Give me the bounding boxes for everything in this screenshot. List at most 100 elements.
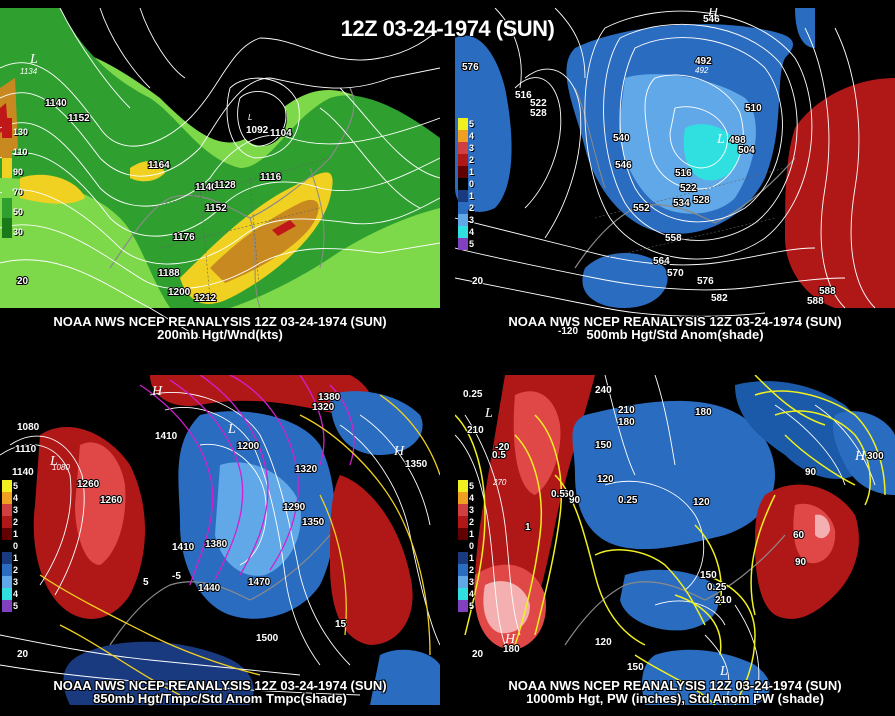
contour-label: 90 — [569, 495, 581, 506]
axis-label: 20 — [472, 649, 484, 660]
legend-label: 5 — [469, 119, 475, 129]
low-marker: L — [716, 132, 725, 147]
contour-label: 120 — [597, 474, 614, 485]
contour-label: 120 — [595, 637, 612, 648]
contour-label: -20 — [495, 442, 510, 453]
contour-label: 588 — [819, 286, 836, 297]
contour-label: 90 — [795, 557, 807, 568]
contour-label: 1092 — [246, 125, 269, 136]
panel-850mb: H 1080 1110 1140 L 1080 1260 1260 1410 1… — [0, 375, 440, 705]
contour-label: 240 — [595, 385, 612, 396]
contour-label: 1260 — [77, 479, 100, 490]
contour-label: 120 — [693, 497, 710, 508]
legend-bar-500mb — [458, 118, 468, 250]
contour-label: 0.5 — [551, 489, 565, 500]
contour-label: 1140 — [12, 467, 34, 478]
contour-label: 564 — [653, 256, 670, 267]
map-1000mb: 0.25 L 210 0.5 270 240 210 180 150 120 9… — [455, 375, 895, 705]
legend-label: 0 — [469, 541, 475, 551]
legend-label: 1 — [469, 553, 475, 563]
contour-label: 1320 — [295, 464, 318, 475]
contour-label: 528 — [693, 195, 710, 206]
contour-label: 1350 — [302, 517, 325, 528]
contour-label: 516 — [515, 90, 532, 101]
contour-label: 540 — [613, 133, 630, 144]
legend-label: 2 — [469, 517, 475, 527]
contour-label: 0.25 — [707, 582, 727, 593]
contour-label: 1 — [525, 522, 531, 533]
legend-label: 4 — [469, 589, 475, 599]
contour-label: 1380 — [205, 539, 228, 550]
axis-label: 20 — [472, 276, 484, 287]
contour-label: 1470 — [248, 577, 271, 588]
contour-label: 210 — [618, 405, 635, 416]
legend-label: 3 — [13, 577, 19, 587]
contour-label: 498 — [729, 135, 746, 146]
contour-label: 576 — [462, 62, 479, 73]
map-850mb: H 1080 1110 1140 L 1080 1260 1260 1410 1… — [0, 375, 440, 705]
contour-label: 1410 — [172, 542, 195, 553]
legend-label: 90 — [13, 167, 24, 177]
legend-label: 4 — [469, 493, 475, 503]
contour-label: 1320 — [312, 402, 335, 413]
contour-label: 528 — [530, 108, 547, 119]
contour-label: 1290 — [283, 502, 306, 513]
legend-bar-850mb — [2, 480, 12, 612]
legend-label: 70 — [13, 187, 24, 197]
legend-label: 4 — [13, 493, 19, 503]
panel-caption: NOAA NWS NCEP REANALYSIS 12Z 03-24-1974 … — [508, 314, 842, 329]
contour-label: 504 — [738, 145, 755, 156]
contour-label: 150 — [627, 662, 644, 673]
contour-label: 1176 — [173, 232, 195, 243]
contour-label: 576 — [697, 276, 714, 287]
low-marker: L — [248, 113, 252, 122]
legend-label: 5 — [469, 601, 475, 611]
contour-label: 510 — [745, 103, 762, 114]
legend-label: 5 — [13, 481, 19, 491]
legend-label: 4 — [469, 131, 475, 141]
low-marker: L — [484, 406, 493, 421]
contour-label: 270 — [492, 478, 507, 487]
panel-subcaption: 500mb Hgt/Std Anom(shade) — [586, 327, 764, 342]
legend-label: 0 — [469, 179, 475, 189]
legend-label: 3 — [469, 143, 475, 153]
legend-label: 1 — [13, 553, 19, 563]
contour-label: 1134 — [20, 67, 38, 76]
axis-label: -120 — [558, 326, 578, 337]
axis-label: 20 — [17, 649, 29, 660]
contour-label: 210 — [715, 595, 732, 606]
contour-label: 1350 — [405, 459, 428, 470]
contour-label: 546 — [615, 160, 632, 171]
low-marker: L — [719, 664, 728, 679]
contour-label: 1212 — [194, 293, 217, 304]
legend-label: 110 — [13, 147, 28, 157]
legend-label: 5 — [469, 481, 475, 491]
contour-label: 1260 — [100, 495, 123, 506]
contour-label: 0.25 — [463, 389, 483, 400]
contour-label: 0.25 — [618, 495, 638, 506]
contour-label: -5 — [172, 571, 181, 582]
contour-label: 1152 — [205, 203, 227, 214]
high-marker: H — [707, 8, 719, 20]
contour-label: 558 — [665, 233, 682, 244]
contour-label: 1080 — [17, 422, 40, 433]
map-title: 12Z 03-24-1974 (SUN) — [340, 16, 555, 41]
panel-subcaption: 850mb Hgt/Tmpc/Std Anom Tmpc(shade) — [93, 691, 347, 706]
legend-label: 5 — [469, 239, 475, 249]
contour-label: 90 — [805, 467, 817, 478]
panel-caption: NOAA NWS NCEP REANALYSIS 12Z 03-24-1974 … — [53, 314, 387, 329]
legend-label: 5 — [13, 601, 19, 611]
contour-label: 1200 — [237, 441, 260, 452]
panel-subcaption: 200mb Hgt/Wnd(kts) — [157, 327, 283, 342]
legend-label: 1 — [13, 529, 19, 539]
contour-label: 522 — [530, 98, 547, 109]
legend-label: 3 — [469, 215, 475, 225]
legend-label: 1 — [469, 191, 475, 201]
legend-label: 0 — [13, 541, 19, 551]
contour-label: 1152 — [68, 113, 90, 124]
contour-label: 180 — [503, 644, 520, 655]
map-500mb: 546 H 576 516 522 528 492 492 540 546 51… — [455, 8, 895, 338]
legend-label: 2 — [13, 565, 19, 575]
panel-200mb: L 1134 1140 1152 1164 1140 1128 1152 117… — [0, 8, 440, 338]
legend-label: 130 — [13, 127, 29, 137]
